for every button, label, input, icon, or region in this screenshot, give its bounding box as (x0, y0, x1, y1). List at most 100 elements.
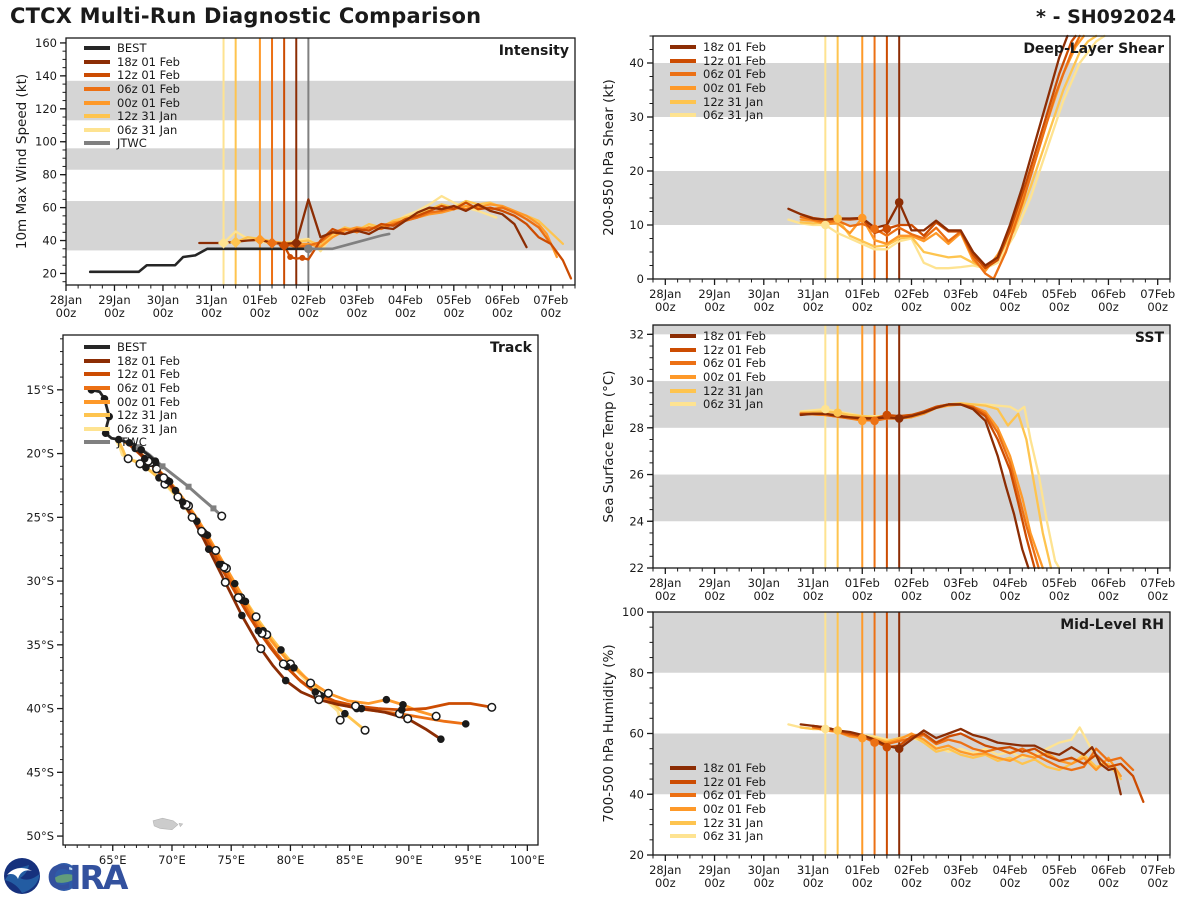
legend-item-18z-01-feb: 18z 01 Feb (670, 41, 766, 54)
svg-text:75°E: 75°E (217, 853, 245, 867)
logo-row: CIRA (2, 856, 164, 896)
legend-label: 12z 31 Jan (703, 94, 764, 109)
svg-text:SST: SST (1135, 330, 1165, 346)
legend-label: BEST (117, 340, 147, 355)
legend-item-12z-31-jan: 12z 31 Jan (84, 409, 180, 422)
svg-text:65°E: 65°E (99, 853, 127, 867)
svg-text:28: 28 (629, 421, 644, 435)
legend-item-06z-31-jan: 06z 31 Jan (84, 423, 180, 436)
legend-label: 00z 01 Feb (703, 370, 766, 385)
legend-label: 06z 01 Feb (703, 67, 766, 82)
legend-item-12z-31-jan: 12z 31 Jan (670, 816, 766, 829)
series-shear-06z-01-Feb (799, 34, 1081, 281)
legend-label: 12z 31 Jan (703, 383, 764, 398)
svg-text:700-500 hPa Humidity (%): 700-500 hPa Humidity (%) (601, 644, 617, 822)
legend-swatch (670, 375, 696, 380)
legend-swatch (670, 779, 696, 784)
sst-legend: 18z 01 Feb 12z 01 Feb 06z 01 Feb 00z 01 Feb… (670, 330, 766, 411)
shear-legend: 18z 01 Feb 12z 01 Feb 06z 01 Feb 00z 01 Feb… (670, 41, 766, 122)
legend-swatch (670, 388, 696, 393)
svg-text:26: 26 (629, 468, 644, 482)
series-shear-06z-31-Jan (787, 34, 1106, 270)
legend-label: 18z 01 Feb (703, 761, 766, 776)
land-mass (152, 817, 179, 831)
legend-item-00z-01-feb: 00z 01 Feb (670, 371, 766, 384)
legend-swatch (670, 72, 696, 77)
legend-item-06z-31-jan: 06z 31 Jan (670, 109, 766, 122)
svg-text:0: 0 (637, 272, 644, 286)
legend-label: 18z 01 Feb (703, 329, 766, 344)
legend-swatch (670, 99, 696, 104)
legend-swatch (84, 345, 110, 350)
legend-swatch (670, 58, 696, 63)
legend-item-12z-01-feb: 12z 01 Feb (670, 344, 766, 357)
intensity-legend: BEST 18z 01 Feb 12z 01 Feb 06z 01 Feb 00z 01… (84, 42, 180, 150)
svg-text:25°S: 25°S (26, 510, 54, 524)
legend-label: 18z 01 Feb (117, 54, 180, 69)
legend-label: 06z 31 Jan (117, 122, 178, 137)
legend-swatch (84, 87, 110, 92)
svg-text:Mid-Level RH: Mid-Level RH (1060, 617, 1164, 633)
page-title: CTCX Multi-Run Diagnostic Comparison (10, 4, 482, 28)
legend-swatch (84, 372, 110, 377)
svg-text:30°S: 30°S (26, 574, 54, 588)
panel-track: 65°E 70°E 75°E 80°E 85°E 90°E 95°E 100°E 15°S 20°… (26, 334, 545, 867)
svg-text:100°E: 100°E (510, 853, 545, 867)
svg-text:40: 40 (42, 234, 57, 248)
svg-text:20: 20 (629, 164, 644, 178)
svg-text:100: 100 (622, 605, 644, 619)
svg-text:20: 20 (629, 848, 644, 862)
legend-item-06z-01-feb: 06z 01 Feb (670, 789, 766, 802)
legend-item-18z-01-feb: 18z 01 Feb (84, 56, 180, 69)
legend-item-06z-31-jan: 06z 31 Jan (84, 124, 180, 137)
legend-label: 18z 01 Feb (703, 40, 766, 55)
legend-label: BEST (117, 41, 147, 56)
panel-rh: 28Jan 00z 29Jan 00z 30Jan 00z 31Jan 00z 01Feb 00z… (601, 605, 1175, 890)
svg-text:20°S: 20°S (26, 447, 54, 461)
svg-text:60: 60 (42, 201, 57, 215)
legend-swatch (84, 386, 110, 391)
legend-item-12z-31-jan: 12z 31 Jan (84, 110, 180, 123)
legend-item-06z-01-feb: 06z 01 Feb (670, 68, 766, 81)
svg-text:85°E: 85°E (336, 853, 364, 867)
legend-label: 06z 01 Feb (703, 788, 766, 803)
legend-label: 12z 01 Feb (703, 342, 766, 357)
series-intensity-12z-01-Feb (282, 201, 573, 280)
legend-item-00z-01-feb: 00z 01 Feb (84, 395, 180, 408)
legend-item-06z-31-jan: 06z 31 Jan (670, 830, 766, 843)
svg-text:24: 24 (629, 514, 644, 528)
legend-swatch (670, 113, 696, 118)
legend-swatch (84, 358, 110, 363)
legend-item-jtwc: JTWC (84, 436, 180, 449)
svg-text:40: 40 (629, 787, 644, 801)
svg-text:15°S: 15°S (26, 383, 54, 397)
svg-text:50°S: 50°S (26, 829, 54, 843)
noaa-logo-icon (4, 858, 40, 894)
legend-label: 06z 01 Feb (117, 82, 180, 97)
series-rh-18z-01-Feb (799, 723, 1122, 796)
svg-text:40: 40 (629, 56, 644, 70)
svg-text:80: 80 (629, 666, 644, 680)
svg-text:40°S: 40°S (26, 702, 54, 716)
